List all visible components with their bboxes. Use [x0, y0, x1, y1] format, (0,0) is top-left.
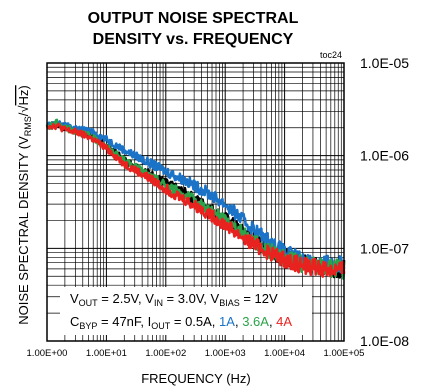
y-tick-label: 1.0E-07 — [360, 240, 409, 256]
y-tick-label: 1.0E-05 — [360, 55, 409, 71]
chart-title-line2: DENSITY vs. FREQUENCY — [93, 31, 294, 48]
x-axis-label: FREQUENCY (Hz) — [141, 371, 251, 386]
conditions-box — [60, 287, 312, 335]
plot-series — [45, 118, 346, 280]
x-tick-label: 1.00E+02 — [145, 348, 186, 359]
x-tick-labels: 1.00E+00 1.00E+01 1.00E+02 1.00E+03 1.00E+04… — [27, 348, 365, 359]
plot-frame — [46, 62, 345, 342]
x-tick-label: 1.00E+03 — [205, 348, 246, 359]
y-tick-labels: 1.0E-05 1.0E-06 1.0E-07 1.0E-08 — [360, 55, 409, 349]
series-trace-4A — [46, 122, 346, 278]
figure-tag: toc24 — [320, 50, 342, 60]
y-tick-label: 1.0E-08 — [360, 333, 409, 349]
x-tick-label: 1.00E+00 — [27, 348, 68, 359]
chart-title-line1: OUTPUT NOISE SPECTRAL — [88, 10, 299, 27]
conditions-line-2: CBYP = 47nF, IOUT = 0.5A, 1A, 3.6A, 4A — [70, 314, 292, 331]
x-tick-label: 1.00E+04 — [264, 348, 305, 359]
y-tick-label: 1.0E-06 — [360, 148, 409, 164]
y-axis-label: NOISE SPECTRAL DENSITY (VRMS/√Hz) — [16, 85, 33, 325]
series-trace-3.6A — [45, 118, 346, 280]
conditions-line-1: VOUT = 2.5V, VIN = 3.0V, VBIAS = 12V — [70, 291, 278, 308]
x-tick-label: 1.00E+01 — [86, 348, 127, 359]
x-tick-label: 1.00E+05 — [324, 348, 365, 359]
